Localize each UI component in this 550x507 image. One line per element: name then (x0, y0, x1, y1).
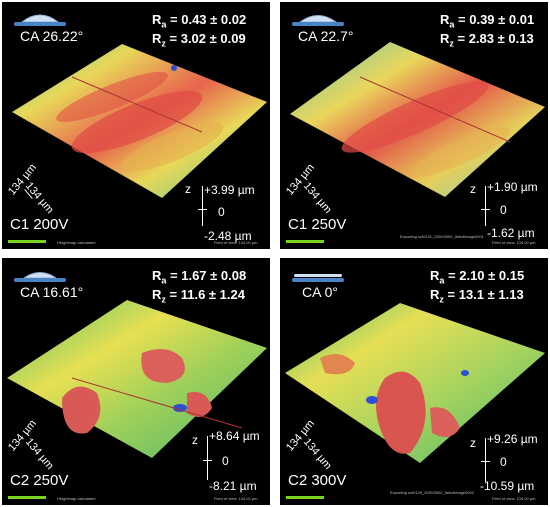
z-axis-label: z (192, 433, 198, 447)
ra-value: Ra = 0.39 ± 0.01 (440, 12, 535, 30)
ra-value: Ra = 0.43 ± 0.02 (152, 12, 247, 30)
z-max-label: +9.26 µm (487, 432, 538, 446)
z-max-label: +8.64 µm (209, 429, 260, 443)
rz-value: Rz = 2.83 ± 0.13 (440, 31, 534, 49)
sample-label: C2 300V (288, 472, 347, 489)
scale-bar (8, 240, 46, 243)
surface-panel-c2-250v: CA 16.61° Ra = 1.67 ± 0.08 Rz = 11.6 ± 1… (2, 258, 270, 505)
scale-bar (8, 496, 46, 499)
z-zero-label: 0 (222, 454, 229, 468)
contact-angle-label: CA 22.7° (298, 28, 354, 44)
footer-status: Exporting sct0101_250V0000_Wardimage0001 (400, 234, 484, 239)
z-zero-label: 0 (500, 203, 507, 217)
ra-value: Ra = 2.10 ± 0.15 (430, 268, 525, 286)
surface-topography-image (12, 44, 267, 198)
rz-value: Rz = 3.02 ± 0.09 (152, 31, 246, 49)
footer-status: Exporting sct0129_300V0000_Wardimage0002 (390, 490, 474, 495)
contact-angle-label: CA 0° (302, 284, 338, 300)
contact-angle-label: CA 16.61° (20, 284, 84, 300)
footer-field-of-view: Field of view: 134.00 µm (492, 240, 536, 245)
rz-value: Rz = 13.1 ± 1.13 (430, 287, 524, 305)
footer-field-of-view: Field of view: 134.00 µm (492, 496, 536, 501)
z-max-label: +3.99 µm (204, 183, 255, 197)
surface-panel-c1-250v: CA 22.7° Ra = 0.39 ± 0.01 Rz = 2.83 ± 0.… (280, 2, 548, 249)
surface-topography-image (285, 303, 545, 463)
contact-angle-droplet-icon (292, 15, 344, 26)
sample-label: C2 250V (10, 472, 69, 489)
footer-status: Heightmap calculated (57, 496, 96, 501)
footer-field-of-view: Field of view: 134.00 µm (214, 240, 258, 245)
footer-field-of-view: Field of view: 134.02 µm (214, 496, 258, 501)
scale-bar (286, 496, 324, 499)
z-axis-label: z (470, 436, 476, 450)
z-min-label: -10.59 µm (480, 479, 535, 493)
ra-value: Ra = 1.67 ± 0.08 (152, 268, 247, 286)
z-zero-label: 0 (500, 455, 507, 469)
surface-panel-c2-300v: CA 0° Ra = 2.10 ± 0.15 Rz = 13.1 ± 1.13 … (280, 258, 548, 505)
footer-status: Heightmap calculated (57, 240, 96, 245)
sample-label: C1 250V (288, 216, 347, 233)
scale-bar (286, 240, 324, 243)
z-axis-label: z (470, 182, 476, 196)
z-min-label: -8.21 µm (209, 479, 257, 493)
contact-angle-label: CA 26.22° (20, 28, 84, 44)
surface-panel-c1-200v: CA 26.22° Ra = 0.43 ± 0.02 Rz = 3.02 ± 0… (2, 2, 270, 249)
z-min-label: -1.62 µm (487, 226, 535, 240)
rz-value: Rz = 11.6 ± 1.24 (152, 287, 245, 305)
z-min-label: -2.48 µm (204, 229, 252, 243)
contact-angle-droplet-icon (14, 272, 66, 282)
contact-angle-droplet-icon (292, 274, 344, 282)
z-max-label: +1.90 µm (487, 180, 538, 194)
surface-topography-image (290, 42, 545, 197)
surface-topography-image (7, 300, 267, 458)
z-axis-label: z (185, 182, 191, 196)
sample-label: C1 200V (10, 216, 69, 233)
z-zero-label: 0 (218, 205, 225, 219)
contact-angle-droplet-icon (14, 14, 66, 26)
